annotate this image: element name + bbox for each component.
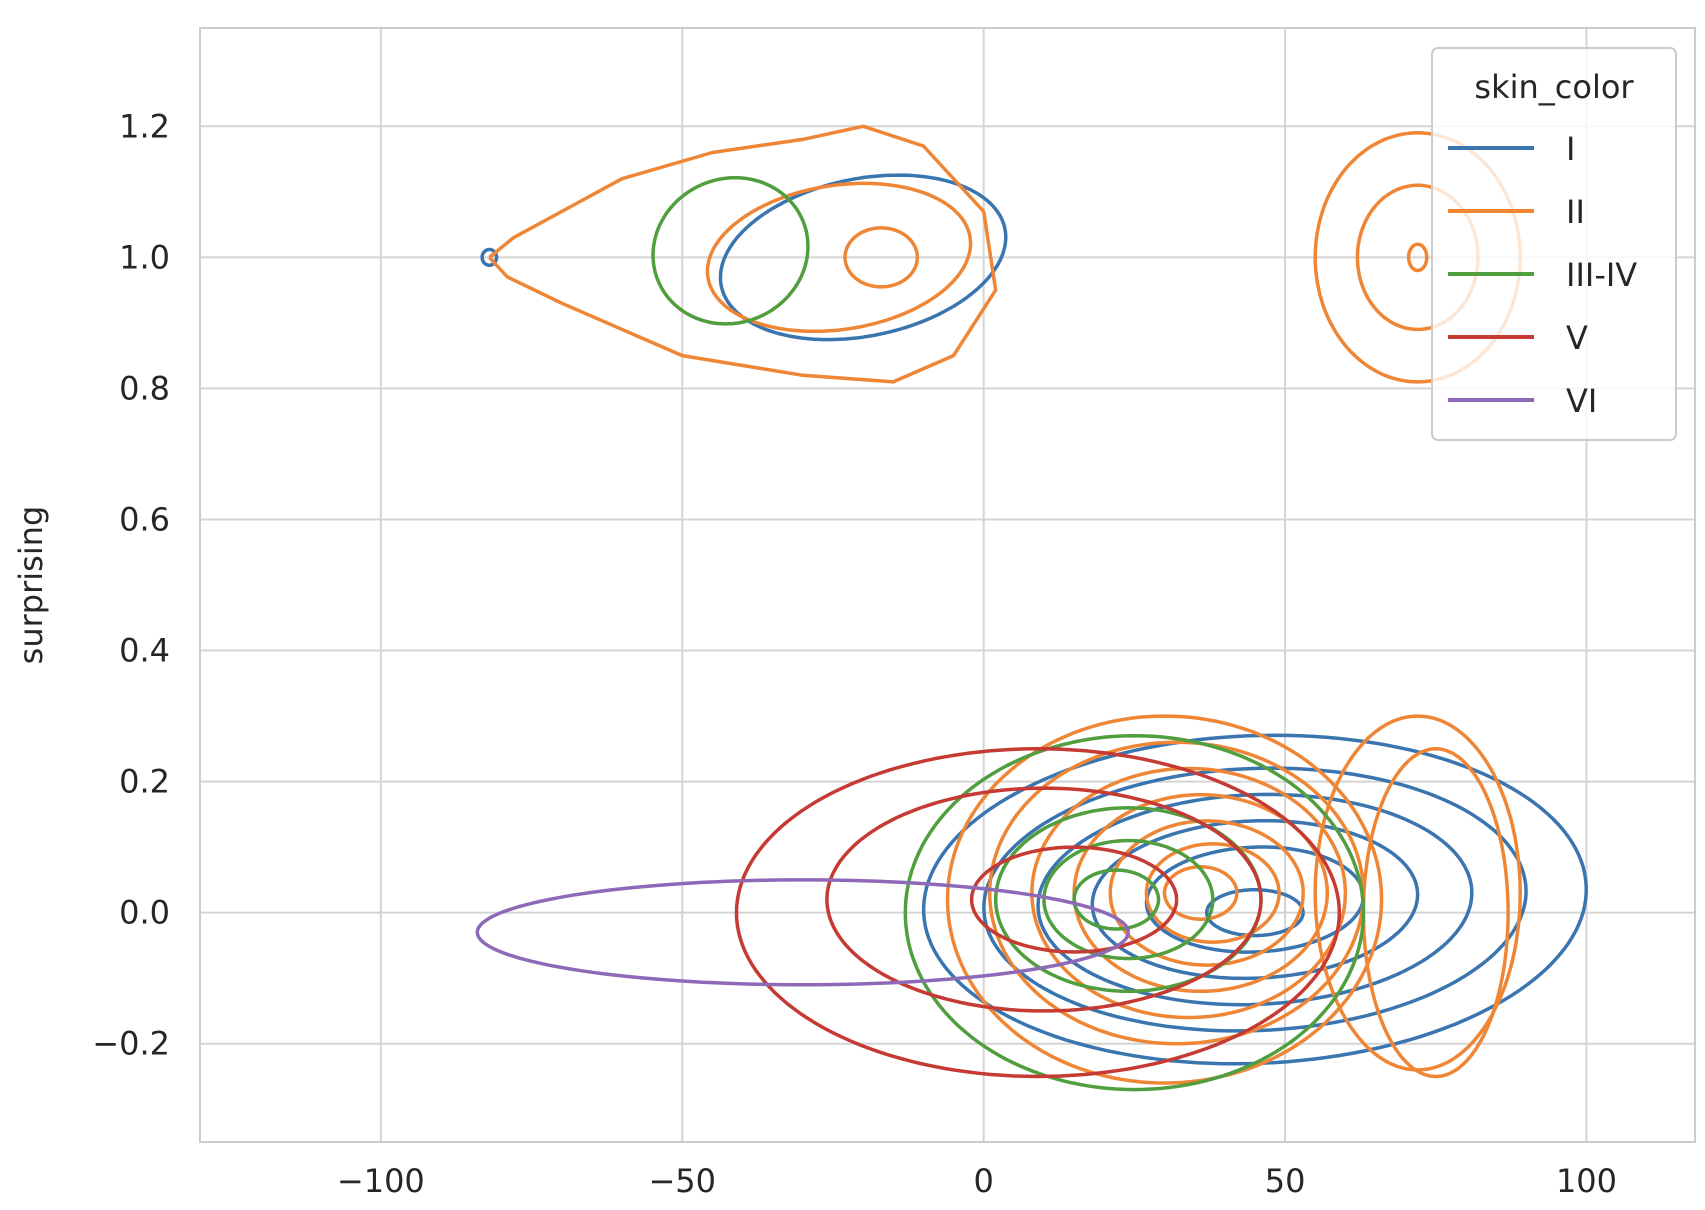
y-tick-label: 1.0 [119,238,170,276]
contour-line [982,766,1528,1033]
contour-line [945,714,1384,1085]
y-tick-label: 0.2 [119,763,170,801]
x-tick-label: −50 [648,1162,716,1200]
y-tick-label: 1.2 [119,107,170,145]
contour-line [718,173,1008,342]
contour-line [480,247,499,267]
y-tick-label: 0.0 [119,894,170,932]
legend-entry: V [1448,319,1588,357]
contour-line [488,124,998,384]
x-tick-labels: −100 −50 0 50 100 [337,1162,1617,1200]
legend-entry: II [1448,193,1585,231]
legend-entry: VI [1448,382,1597,420]
series-VI [475,878,1131,987]
series-V [734,747,1342,1079]
contour-line [734,747,1342,1079]
plot-area [475,124,1588,1092]
x-tick-label: 100 [1556,1162,1617,1200]
contour-line [825,786,1263,1013]
y-tick-label: 0.4 [119,632,170,670]
x-tick-label: −100 [337,1162,425,1200]
legend-entry: I [1448,130,1575,168]
legend-label: V [1566,319,1588,357]
legend-label: III-IV [1566,256,1637,294]
axes-frame [199,27,1696,1143]
contour-line [921,733,1588,1066]
legend-title: skin_color [1474,68,1634,106]
contour-line [475,878,1131,987]
contour-line [969,845,1179,954]
contour-line [1406,242,1429,273]
contour-line [903,733,1366,1092]
legend-label: VI [1566,382,1597,420]
y-tick-label: 0.8 [119,369,170,407]
contour-line [651,175,810,326]
contour-line [1144,842,1281,944]
legend-entry: III-IV [1448,256,1637,294]
contour-line [705,181,973,334]
contour-line [1313,714,1522,1072]
series-I [480,173,1588,1066]
series-layer [475,124,1588,1092]
y-tick-label: −0.2 [92,1025,170,1063]
y-tick-labels: −0.2 0.0 0.2 0.4 0.6 0.8 1.0 1.2 [92,107,170,1062]
contour-line [987,740,1366,1046]
axes-border [199,27,1696,1143]
y-axis-label: surprising [12,506,50,665]
y-tick-label: 0.6 [119,500,170,538]
legend-box [1431,47,1677,441]
contour-line [1042,838,1215,961]
contour-line [1072,868,1161,931]
contour-line [1162,865,1239,921]
legend-label: II [1566,193,1585,231]
x-tick-label: 0 [973,1162,993,1200]
contour-line [1036,792,1474,1007]
legend-label: I [1566,130,1575,168]
contour-line [843,226,920,289]
contour-line [1108,819,1305,967]
x-tick-label: 50 [1265,1162,1306,1200]
contour-line [1030,766,1348,1020]
